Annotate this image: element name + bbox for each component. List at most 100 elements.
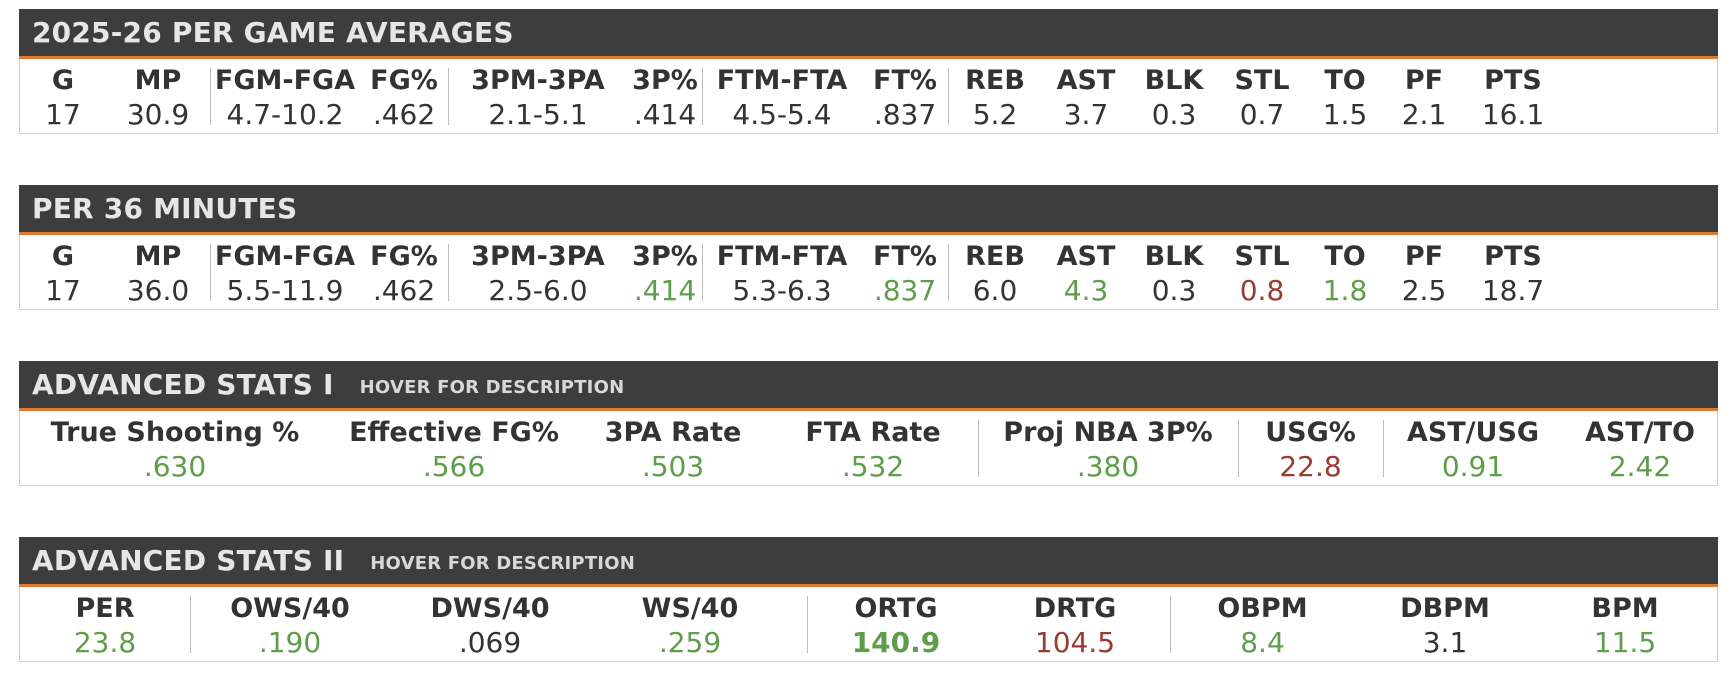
stat-label: BLK [1144,65,1204,96]
stat-value: .414 [633,98,697,131]
stat-value: 36.0 [126,274,190,307]
stat-label: AST [1056,241,1116,272]
stat-label: ORTG [854,593,938,624]
stat-value: 140.9 [851,626,941,659]
stat-label: REB [965,241,1025,272]
stat-value: 5.5-11.9 [226,274,344,307]
advanced-stats-1-section: ADVANCED STATS I HOVER FOR DESCRIPTION T… [19,361,1718,486]
stat-value: 3.1 [1422,626,1468,659]
stat-cell-per[interactable]: PER 23.8 [20,587,190,662]
stat-label: BLK [1144,241,1204,272]
stat-label: PTS [1484,65,1542,96]
stat-cell-ftm-fta: FTM-FTA 4.5-5.4 [702,59,862,134]
stat-value: .630 [143,450,207,483]
stat-value: 5.3-6.3 [732,274,832,307]
stat-value: 0.3 [1151,274,1197,307]
stat-value: 6.0 [972,274,1018,307]
stat-label: 3PA Rate [604,417,742,448]
stat-label: DRTG [1033,593,1117,624]
stat-label: FTM-FTA [716,241,848,272]
stat-value: 5.2 [972,98,1018,131]
stat-label: 3P% [632,65,698,96]
stat-value: .190 [258,626,322,659]
column-divider [210,244,211,301]
stat-label: True Shooting % [50,417,300,448]
stat-cell-dws-40[interactable]: DWS/40.069 [390,587,590,662]
column-divider [702,68,703,125]
stat-label: WS/40 [641,593,739,624]
stat-label: OWS/40 [230,593,350,624]
stat-label: G [51,65,75,96]
stat-cell-true-shooting[interactable]: True Shooting % .630 [20,411,330,486]
per-game-section: 2025-26 PER GAME AVERAGES G 17 MP 30.9 FGM… [19,9,1718,134]
stat-label: G [51,241,75,272]
stat-label: OBPM [1217,593,1308,624]
stat-cell-ftm-fta: FTM-FTA 5.3-6.3 [702,235,862,310]
stat-cell-ast: AST 3.7 [1042,59,1130,134]
column-divider [448,68,449,125]
stat-cell-effective-fg[interactable]: Effective FG% .566 [330,411,578,486]
stat-cell-ows-40[interactable]: OWS/40.190 [190,587,390,662]
stat-cell-fg-pct: FG% .462 [360,59,448,134]
stat-cell-blk: BLK 0.3 [1130,235,1218,310]
stat-value: .462 [372,98,436,131]
column-divider [448,244,449,301]
advanced-stats-2-table: PER 23.8 OWS/40.190 DWS/40.069 WS/40.259 … [19,587,1718,662]
stat-label: AST/TO [1585,417,1695,448]
stat-cell-3pm-3pa: 3PM-3PA 2.5-6.0 [448,235,628,310]
stat-cell-ws-40[interactable]: WS/40.259 [590,587,790,662]
hover-for-description-link[interactable]: HOVER FOR DESCRIPTION [359,377,625,398]
stat-label: FT% [873,65,937,96]
per-36-table: G 17 MP 36.0 FGM-FGA 5.5-11.9 FG% .462 3PM-3… [19,235,1718,310]
stat-value: 18.7 [1481,274,1545,307]
column-divider [210,68,211,125]
stat-cell-ft-pct: FT% .837 [862,59,948,134]
advanced-stats-2-section: ADVANCED STATS II HOVER FOR DESCRIPTION … [19,537,1718,662]
per-game-table: G 17 MP 30.9 FGM-FGA 4.7-10.2 FG% .462 3PM-3… [19,59,1718,134]
stat-cell-3p-pct: 3P% .414 [628,235,702,310]
stat-label: BPM [1591,593,1659,624]
stat-label: AST/USG [1406,417,1540,448]
column-divider [978,420,979,477]
stat-value: .259 [658,626,722,659]
stat-value: 0.91 [1441,450,1505,483]
stat-label: Effective FG% [349,417,559,448]
stat-value: .380 [1076,450,1140,483]
stat-label: FGM-FGA [214,241,356,272]
stat-label: TO [1324,65,1366,96]
stat-value: 30.9 [126,98,190,131]
stat-value: .414 [633,274,697,307]
stat-label: FG% [370,65,438,96]
stat-cell-dbpm[interactable]: DBPM 3.1 [1355,587,1535,662]
per-36-header: PER 36 MINUTES [19,185,1718,235]
advanced-stats-1-header: ADVANCED STATS I HOVER FOR DESCRIPTION [19,361,1718,411]
stat-label: PER [75,593,135,624]
stat-cell-drtg[interactable]: DRTG 104.5 [985,587,1165,662]
stat-cell-g: G 17 [20,59,106,134]
stat-value: 8.4 [1240,626,1285,659]
stat-cell-ast-to[interactable]: AST/TO 2.42 [1563,411,1717,486]
stat-cell-bpm[interactable]: BPM 11.5 [1535,587,1715,662]
stat-cell-usg[interactable]: USG% 22.8 [1238,411,1383,486]
stat-cell-to: TO 1.5 [1306,59,1384,134]
stat-value: 17 [45,98,81,131]
stat-label: 3PM-3PA [471,65,605,96]
stat-value: 16.1 [1481,98,1545,131]
stat-value: 4.3 [1063,274,1109,307]
stat-value: .532 [841,450,905,483]
column-divider [190,596,191,653]
stat-cell-reb: REB 6.0 [948,235,1042,310]
stat-cell-ast-usg[interactable]: AST/USG 0.91 [1383,411,1563,486]
stat-cell-pts: PTS 16.1 [1464,59,1562,134]
stat-cell-obpm[interactable]: OBPM 8.4 [1170,587,1355,662]
stat-value: 4.7-10.2 [226,98,344,131]
hover-for-description-link[interactable]: HOVER FOR DESCRIPTION [370,553,635,574]
stat-cell-proj-nba-3p[interactable]: Proj NBA 3P% .380 [978,411,1238,486]
stat-cell-3pa-rate[interactable]: 3PA Rate .503 [578,411,768,486]
stat-value: 0.8 [1239,274,1285,307]
stat-value: 2.1 [1401,98,1447,131]
stat-cell-ortg[interactable]: ORTG 140.9 [807,587,985,662]
stat-cell-fta-rate[interactable]: FTA Rate .532 [768,411,978,486]
stat-cell-reb: REB 5.2 [948,59,1042,134]
stat-label: USG% [1265,417,1356,448]
